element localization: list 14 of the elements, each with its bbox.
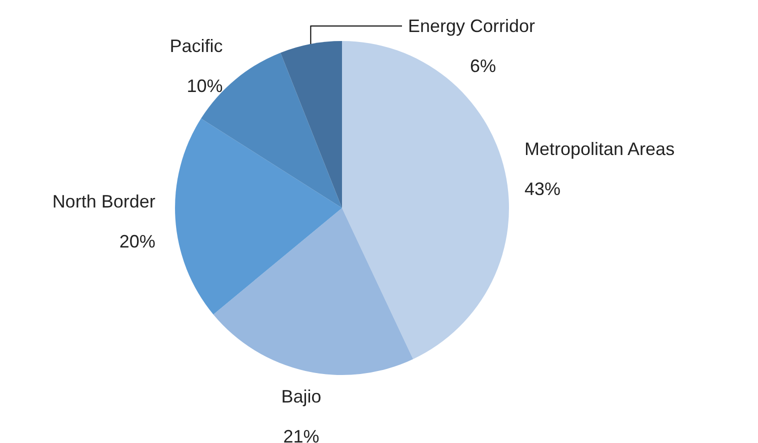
slice-label: Pacific [170,36,223,56]
slice-label: Metropolitan Areas [524,139,675,160]
pie-slice [175,118,342,314]
pie-slice [342,41,509,360]
pie-slice [280,41,342,208]
slice-label: Energy Corridor [408,16,536,36]
data-label: 43% [524,179,561,200]
data-label: 21% [283,426,320,443]
slice-label: Bajio [281,386,322,406]
data-label: 6% [470,56,496,76]
data-label: 20% [119,232,156,252]
slice-label: North Border [52,192,156,212]
pie-slice [213,208,414,375]
data-label: 10% [186,76,223,96]
